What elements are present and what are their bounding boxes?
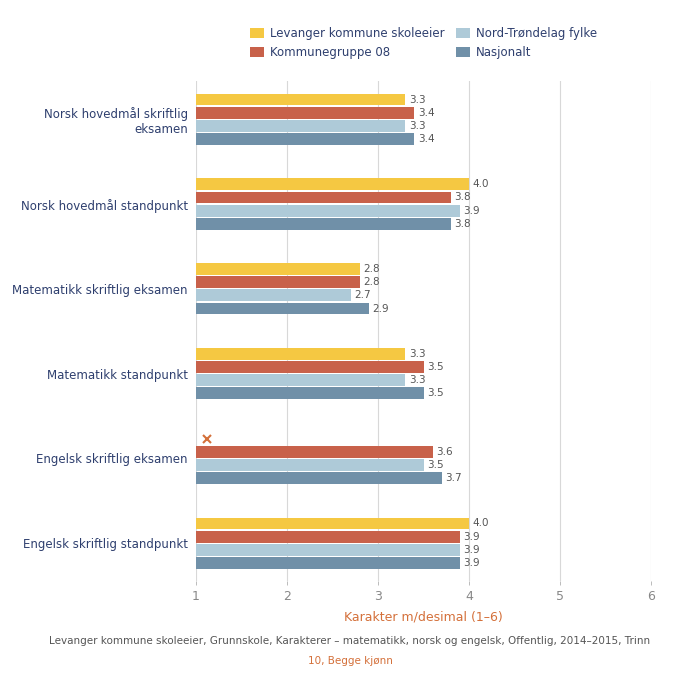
Text: 3.3: 3.3 (409, 349, 426, 359)
Bar (196, 375, 405, 386)
Text: 3.5: 3.5 (427, 460, 444, 470)
Text: 3.4: 3.4 (418, 107, 435, 118)
Text: 2.8: 2.8 (363, 277, 380, 287)
Text: 3.9: 3.9 (463, 206, 480, 216)
X-axis label: Karakter m/desimal (1–6): Karakter m/desimal (1–6) (344, 610, 503, 623)
Text: 2.7: 2.7 (354, 291, 371, 300)
Bar (196, 218, 451, 230)
Text: 3.3: 3.3 (409, 95, 426, 105)
Bar (196, 544, 460, 556)
Text: 3.5: 3.5 (427, 388, 444, 398)
Bar (196, 348, 405, 360)
Text: 3.6: 3.6 (436, 447, 453, 457)
Bar (196, 289, 351, 301)
Bar (196, 446, 433, 458)
Text: 3.8: 3.8 (454, 219, 471, 228)
Bar (196, 120, 405, 132)
Text: 3.4: 3.4 (418, 134, 435, 144)
Bar (196, 531, 460, 543)
Text: 3.3: 3.3 (409, 121, 426, 131)
Text: 3.9: 3.9 (463, 558, 480, 568)
Text: 2.8: 2.8 (363, 264, 380, 274)
Text: 3.8: 3.8 (454, 193, 471, 203)
Bar (196, 133, 414, 145)
Legend: Levanger kommune skoleeier, Kommunegruppe 08, Nord-Trøndelag fylke, Nasjonalt: Levanger kommune skoleeier, Kommunegrupp… (250, 27, 597, 59)
Text: 3.5: 3.5 (427, 362, 444, 372)
Text: 10, Begge kjønn: 10, Begge kjønn (307, 656, 393, 666)
Bar (196, 473, 442, 484)
Text: 4.0: 4.0 (473, 179, 489, 189)
Text: 3.7: 3.7 (445, 473, 462, 483)
Bar (196, 107, 414, 118)
Text: 4.0: 4.0 (473, 518, 489, 529)
Bar (196, 459, 424, 471)
Text: 2.9: 2.9 (372, 304, 389, 314)
Text: 3.9: 3.9 (463, 531, 480, 541)
Bar (196, 205, 460, 216)
Text: 3.3: 3.3 (409, 375, 426, 385)
Bar (196, 263, 360, 275)
Bar (196, 191, 451, 203)
Bar (196, 361, 424, 373)
Text: 3.9: 3.9 (463, 545, 480, 555)
Bar (196, 276, 360, 288)
Bar (196, 557, 460, 569)
Bar (196, 94, 405, 105)
Bar (196, 518, 469, 529)
Bar (196, 303, 369, 314)
Bar (196, 387, 424, 400)
Bar (196, 178, 469, 190)
Text: Levanger kommune skoleeier, Grunnskole, Karakterer – matematikk, norsk og engels: Levanger kommune skoleeier, Grunnskole, … (50, 635, 650, 646)
